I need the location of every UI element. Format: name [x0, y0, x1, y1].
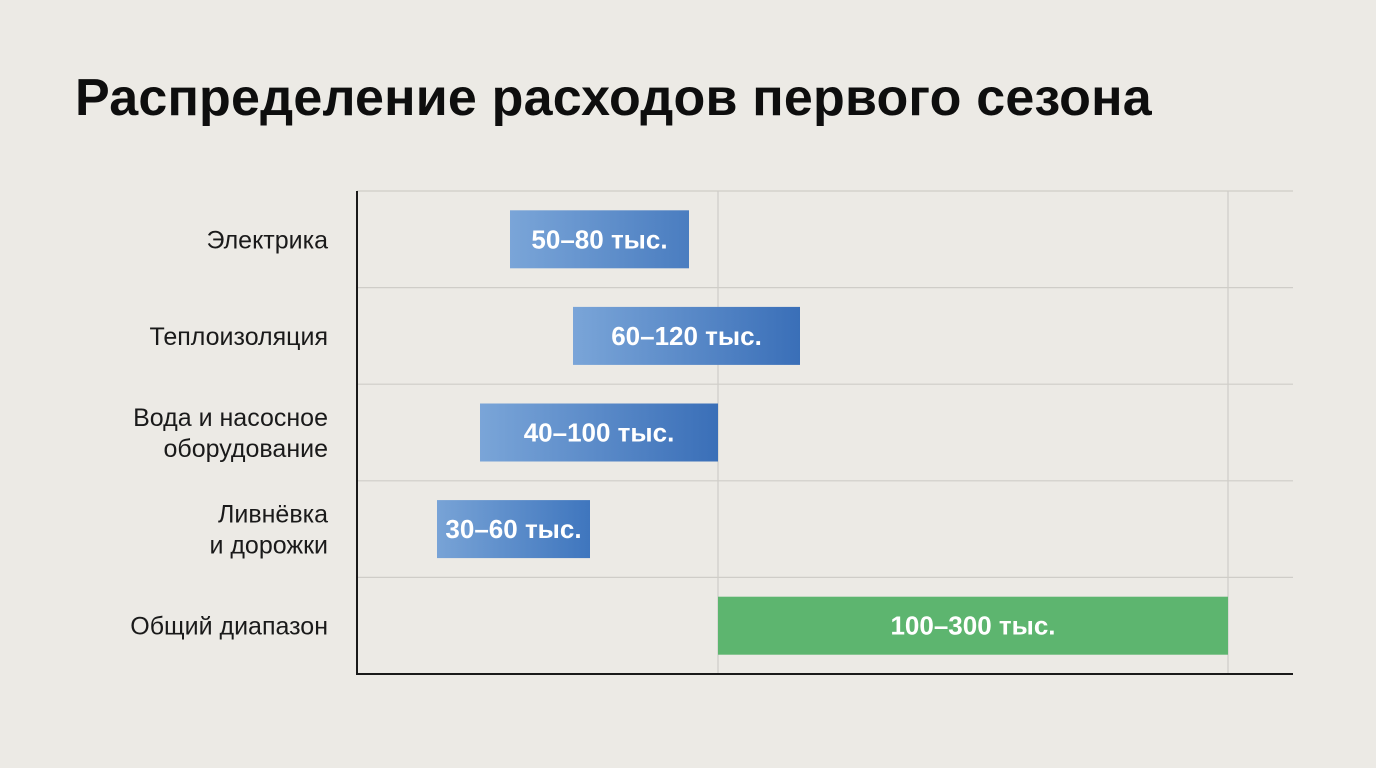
range-bar: [510, 210, 689, 269]
page-title: Распределение расходов первого сезона: [75, 69, 1152, 127]
category-label: Общий диапазон: [130, 613, 328, 641]
range-bar: [573, 306, 800, 365]
bars-layer: [437, 210, 1228, 655]
bar-value-label: 60–120 тыс.: [611, 321, 762, 351]
bar-value-label: 40–100 тыс.: [524, 418, 675, 448]
category-label: Вода и насосное: [133, 404, 328, 432]
category-label: оборудование: [164, 435, 329, 463]
axis-layer: [356, 191, 1293, 675]
category-label: Теплоизоляция: [149, 323, 328, 351]
category-label: Ливнёвка: [218, 501, 328, 529]
range-bar: [480, 403, 718, 462]
range-bar: [718, 596, 1228, 655]
range-bar: [437, 500, 590, 559]
labels-layer: 50–80 тыс. Электрика 60–120 тыс. Теплоизоля…: [130, 224, 1055, 640]
bar-value-label: 50–80 тыс.: [531, 224, 667, 254]
bar-value-label: 30–60 тыс.: [445, 514, 581, 544]
category-label: Электрика: [206, 226, 328, 254]
category-label: и дорожки: [209, 532, 328, 560]
bar-value-label: 100–300 тыс.: [890, 611, 1055, 641]
